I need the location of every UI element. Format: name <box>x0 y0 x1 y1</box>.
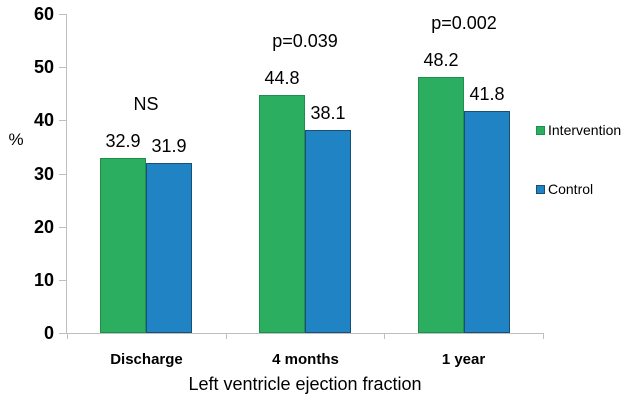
x-tick-mark <box>226 333 227 339</box>
annotation-1-year: p=0.002 <box>431 13 497 33</box>
y-tick-label: 50 <box>33 57 54 77</box>
x-axis-title: Left ventricle ejection fraction <box>188 374 422 394</box>
legend-swatch-control <box>536 184 545 194</box>
y-tick-label: 20 <box>33 217 54 237</box>
bar-value-label: 31.9 <box>151 136 187 156</box>
y-tick-mark <box>59 120 67 121</box>
legend-item-intervention: Intervention <box>536 120 621 140</box>
y-tick-label: 40 <box>33 110 54 130</box>
category-label-4-months: 4 months <box>272 351 339 368</box>
y-axis-title: % <box>8 130 24 149</box>
bar-control-1-year <box>464 111 510 333</box>
legend: Intervention Control <box>536 0 626 402</box>
y-tick-mark <box>59 67 67 68</box>
annotation-4-months: p=0.039 <box>272 31 338 51</box>
y-tick-mark <box>59 280 67 281</box>
x-axis-line <box>66 333 544 334</box>
y-axis-line <box>66 14 67 333</box>
x-tick-mark <box>543 333 544 339</box>
y-tick-mark <box>59 227 67 228</box>
bar-intervention-1-year <box>418 77 464 333</box>
bar-value-label: 38.1 <box>310 103 346 123</box>
y-tick-label: 30 <box>33 164 54 184</box>
category-label-discharge: Discharge <box>110 351 183 368</box>
bar-control-discharge <box>146 163 192 333</box>
bar-intervention-4-months <box>259 95 305 333</box>
y-tick-label: 0 <box>43 323 54 343</box>
y-tick-mark <box>59 14 67 15</box>
y-tick-mark <box>59 333 67 334</box>
annotation-discharge: NS <box>133 94 159 114</box>
bar-intervention-discharge <box>100 158 146 333</box>
bar-value-label: 44.8 <box>264 68 300 88</box>
legend-swatch-intervention <box>536 125 545 135</box>
x-tick-mark <box>67 333 68 339</box>
bar-value-label: 32.9 <box>105 131 141 151</box>
legend-item-control: Control <box>536 179 593 199</box>
y-tick-label: 10 <box>33 270 54 290</box>
legend-item-label: Control <box>548 181 594 197</box>
y-tick-mark <box>59 174 67 175</box>
legend-item-label: Intervention <box>548 122 622 138</box>
bar-control-4-months <box>305 130 351 333</box>
y-tick-label: 60 <box>33 4 54 24</box>
category-label-1-year: 1 year <box>441 351 486 368</box>
bar-value-label: 48.2 <box>423 50 459 70</box>
bar-value-label: 41.8 <box>469 84 505 104</box>
x-tick-mark <box>384 333 385 339</box>
